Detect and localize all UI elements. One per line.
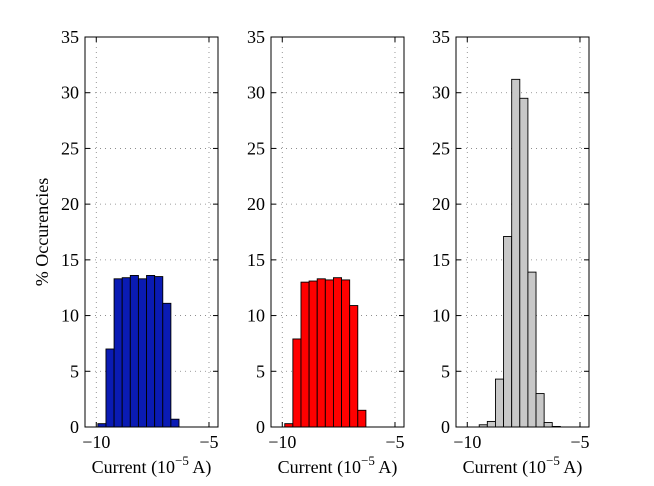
histogram-bar [129,275,139,428]
y-tick-label: 25 [432,138,450,158]
x-axis-label: Current (10−5 A) [278,453,398,478]
axes-frame [455,36,590,428]
y-tick-label: 10 [247,306,265,326]
histogram-bar [154,276,164,428]
histogram-bar [146,275,156,428]
histogram-bar [97,423,107,428]
y-tick-label: 25 [247,138,265,158]
histogram-bar [137,278,147,428]
axes-frame [270,36,405,428]
x-tick-label: −5 [385,432,404,452]
y-tick-label: 5 [256,361,265,381]
x-axis-label-prefix: Current (10 [92,457,175,478]
x-axis-label: Current (10−5 A) [92,453,212,478]
histogram-bar [162,302,172,428]
x-axis-label-prefix: Current (10 [463,457,546,478]
y-tick-label: 20 [61,194,79,214]
y-tick-label: 15 [61,250,79,270]
y-tick-label: 25 [61,138,79,158]
y-tick-label: 15 [432,250,450,270]
histogram-bar [519,97,529,428]
histogram-bar [535,393,545,428]
histogram-bar [332,277,343,428]
y-tick-label: 5 [441,361,450,381]
histogram-bar [357,409,367,428]
x-axis-label-prefix: Current (10 [278,457,361,478]
histogram-bar [527,271,537,428]
y-tick-label: 15 [247,250,265,270]
x-axis-label-exponent: −5 [546,453,560,468]
y-tick-label: 0 [256,417,265,437]
histogram-bar [543,422,553,428]
y-tick-label: 35 [61,27,79,47]
x-axis-label-suffix: A) [375,457,398,478]
histogram-bar [341,279,351,428]
histogram-bar [324,279,334,428]
y-tick-label: 30 [432,83,450,103]
y-axis-label: % Occurencies [32,178,52,286]
x-tick-label: −5 [199,432,218,452]
histogram-bar [511,78,521,428]
x-tick-label: −10 [82,432,110,452]
y-tick-label: 10 [61,306,79,326]
x-tick-label: −10 [268,432,296,452]
histogram-bar [284,423,294,428]
histogram-bar [105,348,115,428]
y-tick-label: 0 [441,417,450,437]
y-tick-label: 5 [70,361,79,381]
axes-frame [84,36,219,428]
y-tick-label: 35 [432,27,450,47]
y-tick-label: 10 [432,306,450,326]
histogram-bar [349,305,359,428]
histogram-bar [503,236,513,428]
y-tick-label: 20 [432,194,450,214]
x-axis-label-exponent: −5 [361,453,375,468]
x-axis-label-exponent: −5 [175,453,189,468]
y-tick-label: 20 [247,194,265,214]
histogram-bar [486,420,496,428]
histogram-bar [494,378,505,428]
histogram-bar [292,338,302,428]
x-axis-label-suffix: A) [560,457,583,478]
histogram-bar [113,278,123,428]
x-tick-label: −5 [570,432,589,452]
histogram-bar [121,277,131,428]
x-axis-label: Current (10−5 A) [463,453,583,478]
y-tick-label: 30 [61,83,79,103]
histogram-bar [170,418,180,428]
y-tick-label: 30 [247,83,265,103]
histogram-bar [300,281,310,428]
x-tick-label: −10 [453,432,481,452]
y-tick-label: 0 [70,417,79,437]
x-axis-label-suffix: A) [189,457,212,478]
y-tick-label: 35 [247,27,265,47]
histogram-bar [308,280,318,428]
histogram-bar [316,278,326,428]
